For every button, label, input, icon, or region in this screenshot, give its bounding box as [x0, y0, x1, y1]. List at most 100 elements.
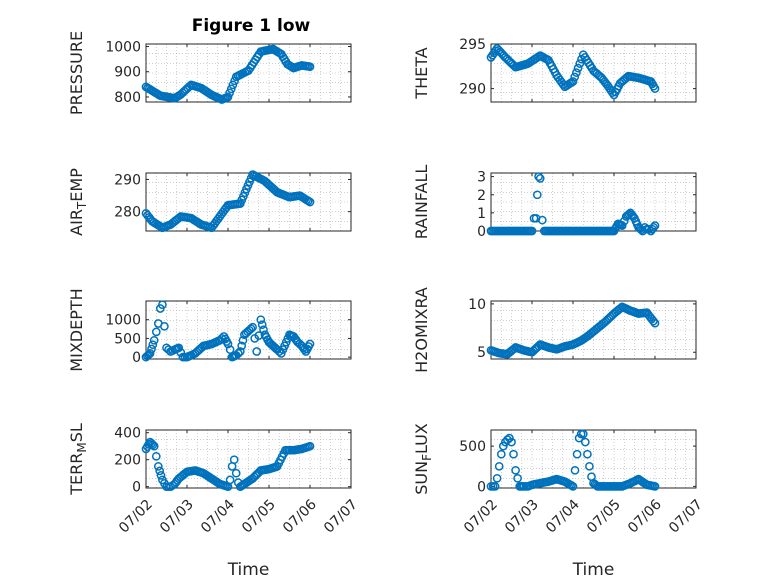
- data-point: [153, 462, 163, 471]
- data-point: [151, 327, 161, 337]
- x-axis-label: Time: [227, 560, 270, 580]
- data-point: [585, 461, 594, 471]
- data-point: [305, 441, 315, 451]
- y-tick-label: 900: [114, 65, 141, 81]
- data-point: [570, 465, 580, 475]
- y-tick-label: 0: [132, 480, 141, 496]
- data-point: [494, 461, 504, 471]
- data-series: [141, 44, 315, 104]
- data-point: [568, 482, 578, 491]
- axes-box: [145, 172, 352, 232]
- data-series: [486, 302, 660, 359]
- x-axis-label: Time: [572, 560, 615, 580]
- data-point: [537, 215, 547, 225]
- data-point: [148, 340, 158, 350]
- subplot-theta: 290 295 THETA: [412, 37, 697, 103]
- data-point: [229, 455, 239, 465]
- data-point: [534, 172, 543, 181]
- data-point: [305, 339, 315, 349]
- grid: [491, 173, 696, 231]
- data-point: [237, 341, 247, 351]
- subplot-pressure: 800 900 1000 PRESSURE: [67, 31, 352, 115]
- grid: [146, 301, 351, 359]
- y-tick-label: 0: [477, 479, 486, 495]
- data-point: [149, 441, 159, 451]
- y-axis-label: TERRMSL: [67, 423, 89, 496]
- data-point: [238, 335, 248, 345]
- data-point: [259, 325, 268, 335]
- data-point: [570, 72, 580, 82]
- data-point: [147, 439, 156, 448]
- data-point: [158, 300, 167, 310]
- data-point: [509, 449, 518, 459]
- y-axis-label: THETA: [412, 47, 431, 99]
- data-point: [235, 347, 245, 356]
- y-tick-label: 1000: [105, 313, 141, 329]
- axes-box: [490, 43, 697, 103]
- data-point: [252, 347, 262, 356]
- data-point: [617, 221, 627, 230]
- data-point: [155, 466, 165, 476]
- data-point: [147, 344, 156, 354]
- data-series: [141, 300, 315, 362]
- data-point: [225, 88, 234, 98]
- data-point: [572, 68, 581, 77]
- data-point: [231, 468, 241, 478]
- y-tick-label: 2: [477, 188, 486, 204]
- data-point: [490, 482, 500, 491]
- y-axis-label: H2OMIXRA: [412, 287, 431, 373]
- data-point: [160, 321, 169, 331]
- y-tick-label: 500: [114, 331, 141, 347]
- data-point: [492, 473, 502, 483]
- y-tick-label: 500: [459, 439, 486, 455]
- data-point: [496, 449, 506, 459]
- y-axis-label: PRESSURE: [67, 31, 86, 115]
- subplot-rainfall: 0 1 2 3 RAINFALL: [412, 165, 697, 240]
- data-series: [486, 429, 660, 491]
- y-tick-label: 290: [114, 172, 141, 188]
- data-point: [148, 440, 158, 450]
- data-point: [650, 221, 660, 230]
- axes-box: [145, 300, 352, 360]
- y-tick-label: 1000: [105, 40, 141, 56]
- data-point: [650, 482, 660, 491]
- y-tick-label: 400: [114, 426, 141, 442]
- data-point: [143, 351, 152, 361]
- y-tick-label: 200: [114, 453, 141, 469]
- data-point: [225, 475, 235, 485]
- subplot-air-temp: 280 290 AIRTEMP: [67, 168, 352, 236]
- y-tick-label: 0: [477, 224, 486, 240]
- data-point: [156, 471, 166, 480]
- y-tick-label: 0: [132, 350, 141, 366]
- data-point: [223, 339, 233, 349]
- data-point: [572, 449, 582, 459]
- y-tick-label: 280: [114, 205, 141, 221]
- data-point: [580, 437, 590, 447]
- data-point: [223, 92, 233, 102]
- y-axis-label: SUNFLUX: [412, 423, 434, 495]
- data-point: [257, 320, 267, 330]
- y-tick-label: 295: [459, 37, 486, 53]
- figure-title: Figure 1 low: [192, 16, 311, 36]
- data-point: [575, 59, 585, 68]
- data-point: [532, 190, 542, 200]
- data-point: [650, 318, 660, 328]
- data-point: [151, 451, 161, 461]
- data-point: [305, 62, 315, 72]
- data-point: [578, 429, 588, 439]
- data-point: [256, 315, 266, 325]
- subplot-h2omixra: 5 10 H2OMIXRA: [412, 287, 697, 373]
- data-point: [226, 84, 236, 94]
- y-tick-label: 800: [114, 90, 141, 106]
- data-point: [535, 174, 545, 183]
- data-point: [573, 63, 583, 73]
- data-point: [513, 473, 522, 483]
- y-axis-label: MIXDEPTH: [67, 288, 86, 371]
- data-point: [649, 316, 658, 326]
- y-tick-label: 3: [477, 170, 486, 186]
- data-point: [305, 197, 315, 207]
- y-tick-label: 290: [459, 82, 486, 98]
- data-point: [145, 349, 155, 358]
- data-point: [568, 77, 578, 86]
